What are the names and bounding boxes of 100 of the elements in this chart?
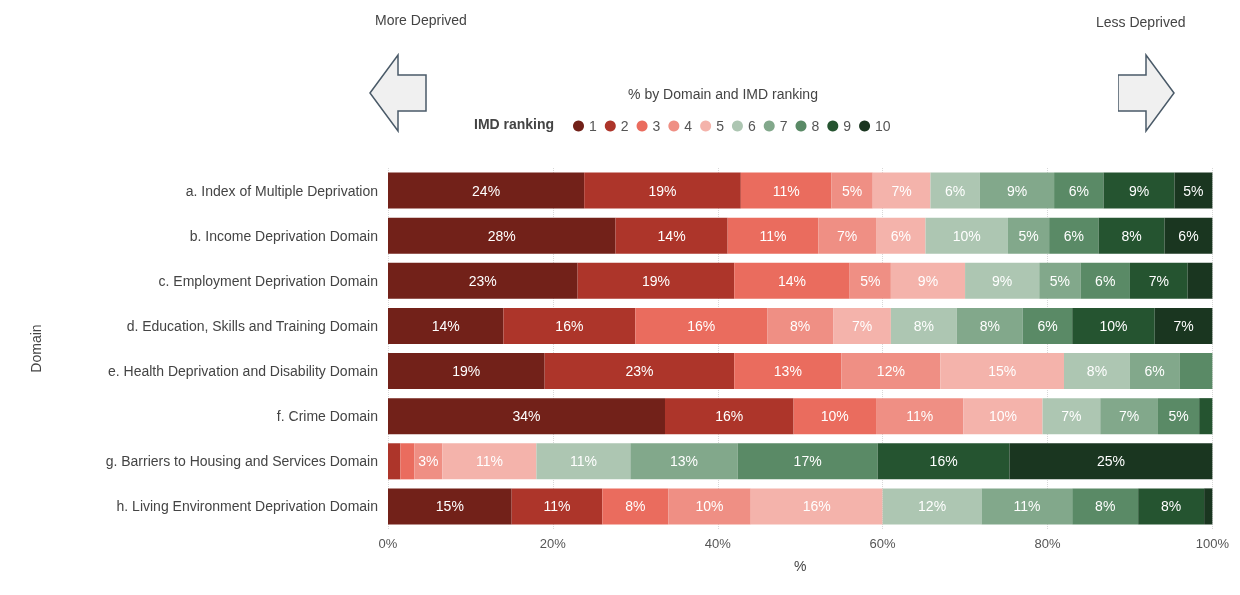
data-label: 9% — [1128, 182, 1150, 199]
data-label: 3% — [418, 453, 439, 470]
data-label: 14% — [777, 272, 806, 289]
bar — [388, 353, 545, 390]
data-label: 8% — [979, 317, 1000, 334]
bar — [956, 307, 1023, 344]
data-label: 13% — [669, 453, 698, 470]
data-label: 8% — [790, 317, 811, 334]
bar — [1100, 398, 1158, 435]
bar — [1103, 172, 1175, 209]
data-label: 6% — [1144, 363, 1165, 380]
x-tick-label: 0% — [378, 536, 398, 551]
bar — [1138, 488, 1205, 525]
data-label: 14% — [657, 227, 686, 244]
y-tick-label: c. Employment Deprivation Domain — [158, 272, 378, 289]
data-label: 19% — [641, 272, 670, 289]
data-label: 8% — [913, 317, 934, 334]
legend-label: 7 — [779, 118, 788, 134]
bar — [511, 488, 603, 525]
legend-label: 5 — [716, 118, 725, 134]
data-label: 8% — [1121, 227, 1142, 244]
data-label: 10% — [1099, 317, 1128, 334]
data-label: 23% — [625, 363, 654, 380]
data-label: 9% — [1006, 182, 1028, 199]
bar — [833, 307, 891, 344]
bar — [1179, 353, 1213, 390]
bar — [831, 172, 873, 209]
data-label: 10% — [952, 227, 981, 244]
data-label: 6% — [1037, 317, 1058, 334]
bar — [388, 398, 665, 435]
bar — [584, 172, 741, 209]
bar — [1204, 488, 1213, 525]
data-label: 17% — [793, 453, 822, 470]
bar — [890, 262, 966, 299]
data-label: 19% — [648, 182, 677, 199]
bar — [849, 262, 891, 299]
bar — [818, 217, 877, 254]
data-label: 5% — [860, 272, 881, 289]
data-label: 16% — [802, 498, 831, 515]
data-label: 11% — [1013, 498, 1041, 515]
y-tick-label: e. Health Deprivation and Disability Domain — [107, 363, 378, 380]
data-label: 5% — [1168, 408, 1189, 425]
data-label: 23% — [468, 272, 497, 289]
bar — [1072, 488, 1139, 525]
data-label: 7% — [1119, 408, 1140, 425]
bar — [750, 488, 883, 525]
bar — [872, 172, 931, 209]
bar — [876, 217, 926, 254]
data-label: 5% — [842, 182, 863, 199]
bar — [388, 443, 401, 480]
data-label: 10% — [695, 498, 724, 515]
bar — [615, 217, 728, 254]
data-label: 28% — [487, 227, 516, 244]
data-label: 8% — [1095, 498, 1116, 515]
bar — [965, 262, 1040, 299]
data-label: 7% — [1173, 317, 1194, 334]
data-label: 7% — [891, 182, 912, 199]
y-tick-label: f. Crime Domain — [276, 408, 378, 425]
legend-label: 10 — [875, 118, 891, 134]
data-label: 12% — [876, 363, 905, 380]
x-tick-label: 80% — [1034, 536, 1061, 551]
data-label: 11% — [475, 453, 503, 470]
bar — [1072, 307, 1155, 344]
x-axis-title: % — [793, 558, 807, 574]
data-label: 15% — [988, 363, 1017, 380]
bar — [1007, 217, 1050, 254]
y-tick-label: d. Education, Skills and Training Domain — [126, 317, 378, 334]
data-label: 24% — [472, 182, 501, 199]
legend-label: 1 — [589, 118, 597, 134]
bar — [1022, 307, 1073, 344]
y-tick-label: a. Index of Multiple Deprivation — [185, 182, 378, 199]
bar — [577, 262, 735, 299]
bar — [981, 488, 1073, 525]
bar — [882, 488, 982, 525]
data-label: 8% — [1161, 498, 1182, 515]
legend-label: 9 — [843, 118, 852, 134]
chart-title: % by Domain and IMD ranking — [628, 86, 818, 102]
legend-label: 8 — [811, 118, 820, 134]
legend-label: 6 — [747, 118, 756, 134]
data-label: 13% — [773, 363, 802, 380]
bar — [734, 353, 842, 390]
data-label: 6% — [945, 182, 966, 199]
bar — [963, 398, 1043, 435]
bar — [734, 262, 850, 299]
bar — [1164, 217, 1213, 254]
data-label: 8% — [1086, 363, 1108, 380]
x-tick-label: 100% — [1195, 536, 1230, 551]
bar — [1054, 172, 1104, 209]
bar — [930, 172, 980, 209]
data-label: 19% — [452, 363, 481, 380]
bar — [727, 217, 819, 254]
data-label: 7% — [1061, 408, 1082, 425]
data-label: 11% — [569, 453, 597, 470]
bar — [740, 172, 832, 209]
data-label: 11% — [543, 498, 571, 515]
bar — [668, 488, 751, 525]
data-label: 7% — [851, 317, 873, 334]
bar — [1049, 217, 1099, 254]
x-tick-label: 60% — [869, 536, 897, 551]
data-label: 10% — [820, 408, 849, 425]
